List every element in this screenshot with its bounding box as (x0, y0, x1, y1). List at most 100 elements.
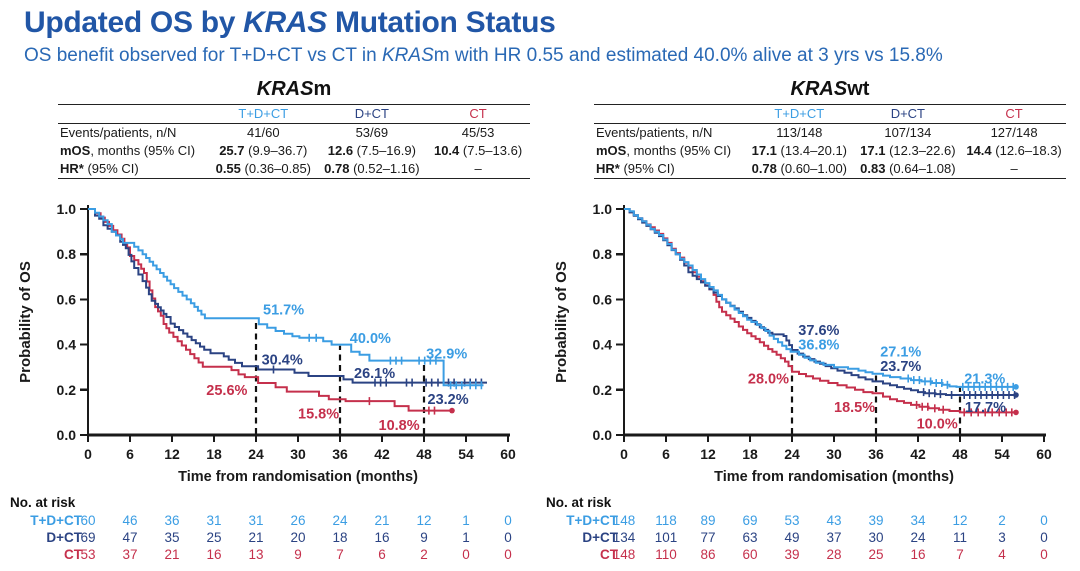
x-tick-label: 42 (910, 446, 926, 462)
panel-title-krasm: KRASm (256, 78, 332, 100)
stats-col-dct: D+CT (890, 106, 925, 121)
at-risk-count: 9 (294, 547, 302, 562)
stats-row: Events/patients, n/N 41/60 53/69 45/53 (58, 124, 530, 143)
x-tick-label: 42 (374, 446, 390, 462)
landmark-label: 21.3% (964, 372, 1005, 388)
at-risk-count: 69 (742, 513, 757, 528)
y-axis-label: Probability of OS (553, 261, 570, 383)
at-risk-arm-label: CT (64, 547, 83, 562)
stats-header-row: T+D+CT D+CT CT (594, 105, 1066, 124)
stats-row-label: mOS, months (95% CI) (60, 143, 196, 158)
curve-end-dot (1013, 409, 1019, 416)
at-risk-count: 31 (206, 513, 221, 528)
landmark-label: 30.4% (262, 352, 303, 368)
x-tick-label: 6 (662, 446, 670, 462)
stats-cell: 113/148 (776, 125, 823, 140)
at-risk-count: 7 (336, 547, 344, 562)
landmark-label: 15.8% (298, 407, 339, 423)
stats-row-label: mOS, months (95% CI) (596, 143, 732, 158)
x-tick-label: 30 (290, 446, 306, 462)
stats-row: Events/patients, n/N 113/148 107/134 127/14… (594, 124, 1066, 143)
stats-cell: 25.7 (9.9–36.7) (219, 143, 308, 158)
at-risk-count: 60 (80, 513, 95, 528)
panel-krasm: KRASm T+D+CT D+CT CT Events/patients, n/… (8, 78, 540, 563)
at-risk-count: 18 (332, 530, 347, 545)
tick-labels: 0 6 12 18 24 30 36 42 48 54 60 0.0 0.2 0.4 0.6 0.8 1.0 (593, 201, 1052, 462)
y-tick-label: 0.8 (57, 246, 77, 262)
x-tick-label: 54 (458, 446, 474, 462)
at-risk-count: 0 (504, 547, 512, 562)
stats-col-tdct: T+D+CT (774, 106, 825, 121)
stats-col-ct: CT (469, 106, 487, 121)
at-risk-count: 2 (998, 513, 1006, 528)
stats-col-blank (58, 105, 209, 124)
landmark-label: 40.0% (350, 331, 391, 347)
at-risk-count: 4 (998, 547, 1006, 562)
stats-cell: 10.4 (7.5–13.6) (433, 143, 523, 158)
stats-row-label: HR* (95% CI) (596, 161, 675, 176)
at-risk-count: 9 (420, 530, 428, 545)
stats-cell: 53/69 (355, 125, 389, 140)
at-risk-count: 12 (952, 513, 967, 528)
at-risk-count: 0 (504, 530, 512, 545)
curve-end-dot (449, 407, 455, 414)
at-risk-count: 110 (655, 547, 677, 562)
landmark-label: 37.6% (798, 323, 839, 339)
at-risk-count: 28 (826, 547, 841, 562)
stats-row: HR* (95% CI) 0.55 (0.36–0.85) 0.78 (0.52–1… (58, 160, 530, 179)
landmark-label: 26.1% (354, 366, 395, 382)
x-tick-label: 0 (620, 446, 628, 462)
landmark-label: 36.8% (798, 338, 839, 354)
landmark-label: 28.0% (748, 372, 789, 388)
stats-cell: 127/148 (990, 125, 1038, 140)
at-risk-count: 53 (784, 513, 799, 528)
at-risk-count: 34 (910, 513, 926, 528)
subtitle-prefix: OS benefit observed for T+D+CT vs CT in (24, 45, 382, 66)
x-tick-label: 12 (700, 446, 716, 462)
panel-kraswt: KRASwt T+D+CT D+CT CT Events/patients, n… (544, 78, 1076, 563)
y-tick-label: 0.2 (57, 382, 77, 398)
subtitle-suffix: m with HR 0.55 and estimated 40.0% alive… (433, 45, 943, 66)
landmark-label: 25.6% (206, 383, 247, 399)
stats-cell: – (1010, 161, 1018, 176)
x-tick-label: 48 (952, 446, 968, 462)
at-risk-count: 2 (420, 547, 428, 562)
at-risk-count: 20 (290, 530, 305, 545)
x-tick-label: 18 (742, 446, 758, 462)
at-risk-count: 12 (416, 513, 431, 528)
y-tick-label: 0.0 (57, 427, 77, 443)
at-risk-count: 60 (742, 547, 757, 562)
at-risk-count: 134 (613, 530, 636, 545)
at-risk-count: 39 (784, 547, 799, 562)
at-risk-count: 36 (164, 513, 179, 528)
x-axis-label: Time from randomisation (months) (714, 469, 954, 485)
at-risk-count: 30 (868, 530, 883, 545)
landmark-label: 23.2% (428, 392, 469, 408)
axes (80, 205, 510, 442)
at-risk-count: 11 (953, 530, 967, 545)
x-tick-label: 36 (868, 446, 884, 462)
x-tick-label: 60 (1036, 446, 1052, 462)
at-risk-count: 21 (374, 513, 389, 528)
landmark-label: 32.9% (426, 347, 467, 363)
panel-title-kraswt: KRASwt (790, 78, 870, 100)
stats-col-blank (594, 105, 745, 124)
at-risk-count: 53 (80, 547, 95, 562)
y-axis-label: Probability of OS (17, 261, 34, 383)
at-risk-arm-label: D+CT (582, 530, 618, 545)
at-risk-count: 24 (332, 513, 348, 528)
landmark-annotations: 51.7% 40.0% 32.9% 30.4% 26.1% 23.2% 25.6% 15.8%… (206, 303, 468, 434)
at-risk-arm-label: T+D+CT (566, 513, 619, 528)
landmark-label: 51.7% (263, 303, 304, 319)
x-tick-label: 0 (84, 446, 92, 462)
stats-cell: 17.1 (12.3–22.6) (860, 143, 956, 158)
at-risk-count: 31 (248, 513, 263, 528)
at-risk-count: 21 (248, 530, 263, 545)
at-risk-count: 24 (910, 530, 926, 545)
page-title: Updated OS by KRAS Mutation Status (24, 6, 1080, 40)
km-chart-kraswt: 0 6 12 18 24 30 36 42 48 54 600.00.20.40.60.81.0Ti… (546, 201, 1052, 562)
stats-body-kraswt: Events/patients, n/N 113/148 107/134 127/14… (594, 124, 1066, 179)
panels-row: KRASm T+D+CT D+CT CT Events/patients, n/… (0, 78, 1080, 563)
